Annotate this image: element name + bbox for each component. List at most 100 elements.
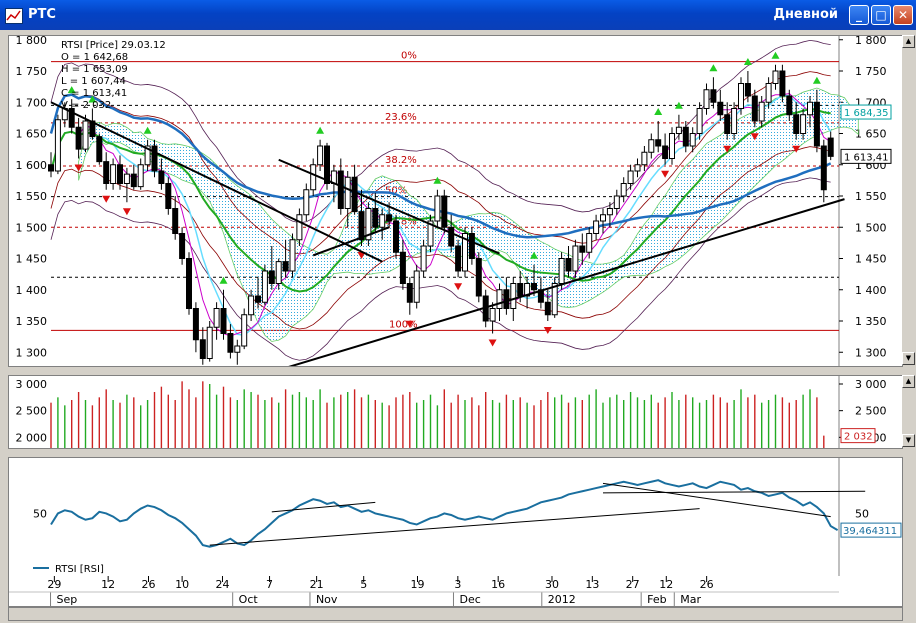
maximize-button[interactable]: □ <box>871 5 891 25</box>
month-label: Mar <box>680 593 701 606</box>
timeframe-label[interactable]: Дневной <box>773 7 838 22</box>
rsi-pane[interactable]: 50 50 39,464311 RTSI [RSI] <box>8 457 903 578</box>
day-tick-label: 7 <box>266 578 273 591</box>
price-tag-label: 1 684,35 <box>844 108 889 119</box>
trend-line <box>285 198 845 369</box>
y-tick-label-right: 3 000 <box>855 378 887 391</box>
month-label: Oct <box>239 593 259 606</box>
ohlc-legend-line: L = 1 607,44 <box>61 76 126 87</box>
time-axis-svg: 29 12 26 10 24 7 21 5 19 3 16 30 13 27 12 26 Sep Oct Nov De… <box>9 576 839 606</box>
fractal-up-marker <box>143 126 152 134</box>
fib-label: 23.6% <box>385 112 417 123</box>
candle-body <box>248 295 255 316</box>
fractal-up-marker <box>88 95 97 103</box>
trend-line <box>312 226 390 257</box>
candle-body <box>703 89 710 109</box>
scroll-up-button[interactable]: ▲ <box>902 375 915 388</box>
candle-body <box>579 245 586 253</box>
scroll-down-button[interactable]: ▼ <box>902 434 915 447</box>
candle-body <box>772 70 779 84</box>
candle-body <box>172 208 179 234</box>
day-tick-label: 16 <box>491 578 505 591</box>
y-tick-label-left: 1 750 <box>16 65 48 78</box>
time-axis: 29 12 26 10 24 7 21 5 19 3 16 30 13 27 12 26 Sep Oct Nov De… <box>8 576 903 607</box>
candle-body <box>365 208 372 241</box>
day-tick-label: 12 <box>101 578 115 591</box>
candle-body <box>455 245 462 272</box>
fractal-down-marker <box>488 339 497 347</box>
candle-body <box>786 95 793 116</box>
ma-cyan <box>50 94 832 336</box>
candle-body <box>807 101 813 116</box>
candle-body <box>158 170 165 184</box>
fractal-up-marker <box>67 86 76 94</box>
fractal-down-marker <box>750 133 759 141</box>
y-tick-label-left: 1 400 <box>16 284 48 297</box>
price-tag-box <box>840 104 892 120</box>
candle-body <box>634 164 641 172</box>
candle-body <box>710 89 717 103</box>
rsi-trend-line <box>602 482 831 518</box>
candle-body <box>75 126 82 150</box>
candle-body <box>489 308 496 322</box>
candle-body <box>351 176 358 213</box>
candle-body <box>475 258 482 297</box>
y-tick-label-left: 1 500 <box>16 221 48 234</box>
price-scrollbar[interactable]: ▲ ▼ <box>902 35 915 365</box>
y-tick-label-left: 2 000 <box>16 431 48 444</box>
price-pane[interactable]: 1 800 1 800 1 750 1 750 1 700 1 700 1 650 1 650… <box>8 34 903 378</box>
ohlc-legend-line: H = 1 653,09 <box>61 64 128 75</box>
candle-body <box>241 314 248 347</box>
scroll-up-button[interactable]: ▲ <box>902 35 915 48</box>
day-tick-label: 26 <box>700 578 714 591</box>
rsi-trend-line <box>209 508 700 546</box>
fractal-up-marker <box>433 176 442 184</box>
candle-body <box>427 220 434 247</box>
candle-body <box>696 108 703 134</box>
close-button[interactable]: ✕ <box>893 5 913 25</box>
day-tick-label: 3 <box>454 578 461 591</box>
candle-body <box>179 233 186 259</box>
envelope-upper <box>50 71 831 255</box>
y-tick-label-left: 2 500 <box>16 405 48 418</box>
candle-body <box>558 258 565 284</box>
candle-body <box>648 139 655 153</box>
candle-body <box>48 164 54 172</box>
candle-body <box>503 289 510 309</box>
candle-body <box>662 145 669 159</box>
candle-body <box>68 108 75 128</box>
candle-body <box>82 120 89 150</box>
candle-body <box>655 139 662 147</box>
candle-body <box>717 101 724 116</box>
day-tick-label: 29 <box>47 578 61 591</box>
candle-body <box>600 214 606 222</box>
candle-body <box>137 164 144 188</box>
volume-scrollbar[interactable]: ▲ ▼ <box>902 375 915 447</box>
y-tick-label-right: 1 800 <box>855 36 887 47</box>
fractal-up-marker <box>219 276 228 284</box>
month-label: Feb <box>647 593 666 606</box>
minimize-button[interactable]: _ <box>849 5 869 25</box>
candle-body <box>358 211 365 241</box>
candle-body <box>282 261 289 272</box>
fractal-down-marker <box>792 145 801 153</box>
scroll-down-button[interactable]: ▼ <box>902 352 915 365</box>
fractal-down-marker <box>454 283 463 291</box>
horizontal-scrollbar[interactable] <box>8 607 903 621</box>
y-tick-label-right: 1 650 <box>855 128 887 141</box>
candle-body <box>123 173 130 184</box>
rsi-legend-label: RTSI [RSI] <box>55 564 104 575</box>
day-tick-label: 12 <box>659 578 673 591</box>
candle-body <box>186 258 192 309</box>
candle-body <box>337 170 344 209</box>
y-tick-label-left: 1 300 <box>16 346 48 359</box>
candle-body <box>144 145 151 166</box>
candle-body <box>96 136 103 163</box>
y-tick-label-left: 1 350 <box>16 315 48 328</box>
y-tick-label-right: 1 750 <box>855 65 887 78</box>
candle-body <box>393 220 399 253</box>
candle-body <box>462 233 468 272</box>
candle-body <box>165 183 172 209</box>
